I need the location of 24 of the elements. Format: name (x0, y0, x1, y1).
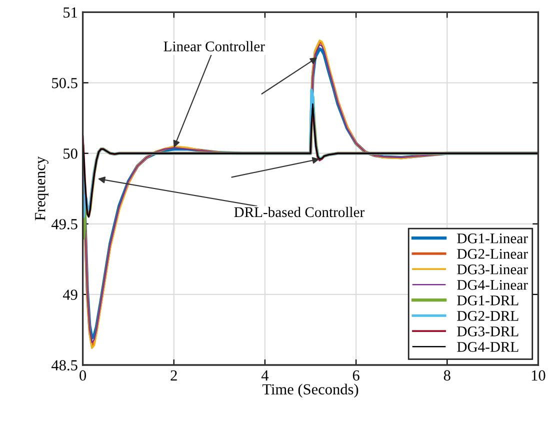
legend-label: DG4-DRL (457, 342, 518, 352)
legend-label: DG3-Linear (457, 264, 528, 274)
x-tick-label: 0 (80, 370, 86, 381)
legend-label: DG2-Linear (457, 249, 528, 259)
y-tick-label: 48.5 (52, 360, 78, 371)
x-tick-label: 6 (352, 370, 360, 381)
x-tick-label: 10 (532, 370, 546, 381)
legend-label: DG3-DRL (457, 326, 518, 336)
x-tick-label: 4 (261, 370, 269, 380)
x-tick-label: 2 (170, 370, 177, 380)
legend-label: DG4-Linear (457, 280, 528, 290)
legend-label: DG2-DRL (457, 311, 518, 321)
y-tick-label: 49 (62, 290, 78, 300)
y-axis-title: Frequency (35, 156, 48, 220)
annotation: Linear Controller (164, 41, 265, 52)
y-tick-label: 50 (64, 148, 78, 159)
x-axis-title: Time (Seconds) (262, 384, 358, 398)
x-tick-label: 8 (444, 370, 450, 381)
annotation: DRL-based Controller (234, 206, 364, 218)
legend-label: DG1-Linear (457, 234, 528, 244)
y-tick-label: 51 (64, 7, 78, 18)
y-tick-label: 49.5 (52, 219, 78, 230)
legend-label: DG1-DRL (457, 296, 518, 306)
y-tick-label: 50.5 (52, 78, 78, 88)
